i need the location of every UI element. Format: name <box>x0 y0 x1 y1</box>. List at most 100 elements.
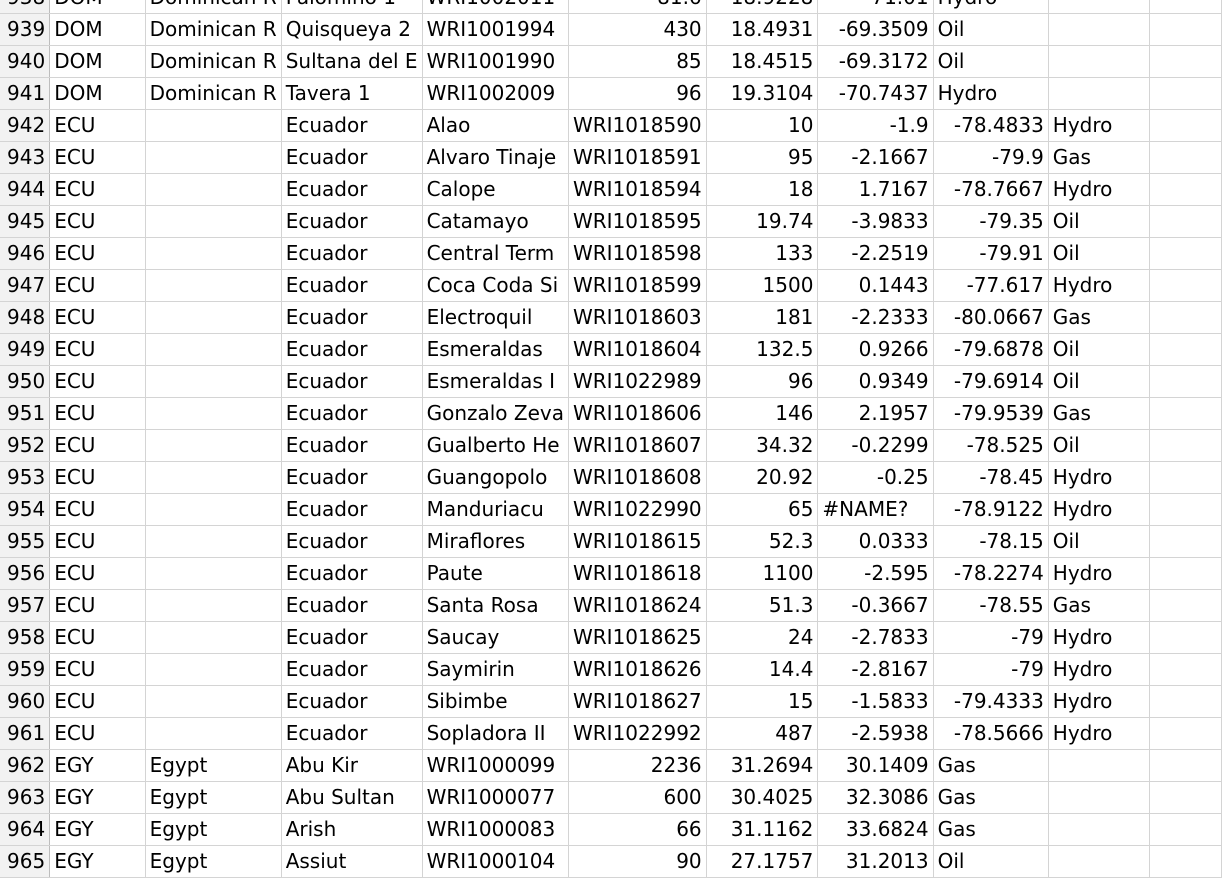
cell[interactable]: Ecuador <box>281 205 423 238</box>
cell[interactable]: 600 <box>568 781 707 814</box>
cell[interactable]: -2.595 <box>817 557 934 590</box>
cell[interactable]: Gas <box>1048 301 1150 334</box>
cell[interactable]: Central Term <box>422 237 570 270</box>
cell[interactable]: WRI1018606 <box>568 397 707 430</box>
cell[interactable]: EGY <box>49 813 146 846</box>
cell[interactable]: -1.9 <box>817 109 934 142</box>
cell[interactable]: WRI1018595 <box>568 205 707 238</box>
cell[interactable]: Hydro <box>1048 717 1150 750</box>
cell[interactable]: 95 <box>706 141 819 174</box>
cell[interactable]: WRI1018599 <box>568 269 707 302</box>
cell[interactable]: -1.5833 <box>817 685 934 718</box>
cell[interactable]: DOM <box>49 45 146 78</box>
row-header[interactable]: 965 <box>0 845 51 878</box>
cell[interactable]: -79 <box>933 621 1049 654</box>
cell[interactable]: Sultana del E <box>281 45 423 78</box>
cell[interactable]: Guangopolo <box>422 461 570 494</box>
cell[interactable]: ECU <box>49 109 146 142</box>
cell[interactable]: DOM <box>49 77 146 110</box>
cell[interactable] <box>1149 429 1222 462</box>
cell[interactable] <box>1048 813 1150 846</box>
cell[interactable]: WRI1022989 <box>568 365 707 398</box>
row-header[interactable]: 944 <box>0 173 51 206</box>
cell[interactable]: 19.74 <box>706 205 819 238</box>
cell[interactable]: Gas <box>1048 589 1150 622</box>
cell[interactable] <box>1048 45 1150 78</box>
cell[interactable]: EGY <box>49 781 146 814</box>
row-header[interactable]: 940 <box>0 45 51 78</box>
cell[interactable]: ECU <box>49 141 146 174</box>
cell[interactable]: Coca Coda Si <box>422 269 570 302</box>
row-header[interactable]: 939 <box>0 13 51 46</box>
row-header[interactable]: 963 <box>0 781 51 814</box>
cell[interactable]: WRI1001990 <box>422 45 570 78</box>
cell[interactable]: -79.6914 <box>933 365 1049 398</box>
cell[interactable]: 96 <box>568 77 707 110</box>
cell[interactable]: Egypt <box>145 749 282 782</box>
cell[interactable]: WRI1018603 <box>568 301 707 334</box>
cell[interactable]: -78.2274 <box>933 557 1049 590</box>
cell[interactable]: Ecuador <box>281 717 423 750</box>
cell[interactable] <box>1048 0 1150 14</box>
cell[interactable] <box>1048 13 1150 46</box>
cell[interactable] <box>145 493 282 526</box>
cell[interactable]: 2.1957 <box>817 397 934 430</box>
cell[interactable] <box>1048 77 1150 110</box>
row-header[interactable]: 952 <box>0 429 51 462</box>
cell[interactable]: Ecuador <box>281 109 423 142</box>
cell[interactable]: Sopladora II <box>422 717 570 750</box>
cell[interactable]: 0.9266 <box>817 333 934 366</box>
cell[interactable]: DOM <box>49 0 146 14</box>
cell[interactable]: WRI1002011 <box>422 0 570 14</box>
cell[interactable]: -0.2299 <box>817 429 934 462</box>
cell[interactable]: ECU <box>49 653 146 686</box>
cell[interactable]: -71.01 <box>817 0 934 14</box>
row-header[interactable]: 958 <box>0 621 51 654</box>
cell[interactable]: -2.5938 <box>817 717 934 750</box>
cell[interactable]: Tavera 1 <box>281 77 423 110</box>
row-header[interactable]: 960 <box>0 685 51 718</box>
cell[interactable]: 487 <box>706 717 819 750</box>
cell[interactable]: EGY <box>49 749 146 782</box>
cell[interactable]: ECU <box>49 205 146 238</box>
cell[interactable]: Saucay <box>422 621 570 654</box>
cell[interactable]: Gas <box>933 781 1049 814</box>
row-header[interactable]: 950 <box>0 365 51 398</box>
cell[interactable]: Oil <box>1048 429 1150 462</box>
cell[interactable]: Hydro <box>933 77 1049 110</box>
cell[interactable] <box>145 589 282 622</box>
cell[interactable] <box>1149 461 1222 494</box>
cell[interactable] <box>1048 781 1150 814</box>
cell[interactable]: WRI1018608 <box>568 461 707 494</box>
cell[interactable] <box>145 429 282 462</box>
cell[interactable]: WRI1018615 <box>568 525 707 558</box>
cell[interactable]: 34.32 <box>706 429 819 462</box>
cell[interactable]: 52.3 <box>706 525 819 558</box>
cell[interactable]: Ecuador <box>281 653 423 686</box>
cell[interactable]: Hydro <box>1048 493 1150 526</box>
cell[interactable]: -69.3172 <box>817 45 934 78</box>
cell[interactable]: ECU <box>49 237 146 270</box>
cell[interactable]: Dominican R <box>145 0 282 14</box>
cell[interactable] <box>145 397 282 430</box>
cell[interactable]: -78.15 <box>933 525 1049 558</box>
cell[interactable]: Abu Sultan <box>281 781 423 814</box>
cell[interactable]: WRI1018627 <box>568 685 707 718</box>
row-header[interactable]: 943 <box>0 141 51 174</box>
cell[interactable]: 133 <box>706 237 819 270</box>
cell[interactable]: 430 <box>568 13 707 46</box>
cell[interactable]: Egypt <box>145 781 282 814</box>
cell[interactable] <box>145 685 282 718</box>
cell[interactable]: Dominican R <box>145 45 282 78</box>
cell[interactable]: 30.4025 <box>706 781 819 814</box>
cell[interactable]: Ecuador <box>281 397 423 430</box>
row-header[interactable]: 941 <box>0 77 51 110</box>
cell[interactable] <box>145 109 282 142</box>
cell[interactable]: WRI1018607 <box>568 429 707 462</box>
row-header[interactable]: 959 <box>0 653 51 686</box>
cell[interactable]: WRI1018625 <box>568 621 707 654</box>
cell[interactable] <box>145 269 282 302</box>
cell[interactable]: ECU <box>49 493 146 526</box>
cell[interactable] <box>1149 237 1222 270</box>
cell[interactable]: Miraflores <box>422 525 570 558</box>
